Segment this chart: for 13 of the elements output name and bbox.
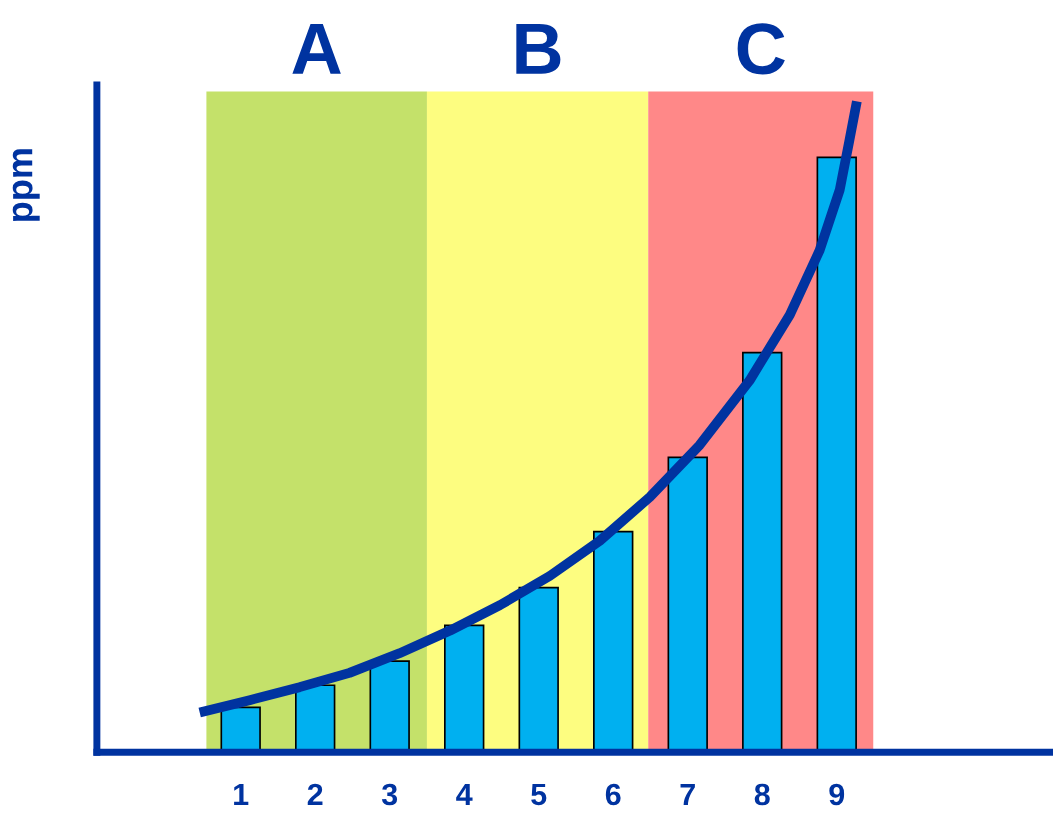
band-label: A — [292, 24, 341, 74]
x-tick-label: 4 — [456, 783, 473, 805]
x-tick-label: 2 — [307, 783, 323, 805]
x-tick-label: 1 — [234, 783, 249, 805]
band-label: C — [737, 23, 785, 75]
x-tick-label: 5 — [531, 783, 547, 806]
x-tick-label: 7 — [680, 783, 695, 805]
x-tick-label: 8 — [754, 783, 770, 806]
band-label: B — [516, 24, 561, 74]
x-tick-label: 9 — [829, 783, 845, 806]
x-tick-label: 3 — [381, 783, 398, 806]
y-axis-title: ppm — [12, 149, 40, 221]
x-tick-label: 6 — [605, 783, 621, 806]
